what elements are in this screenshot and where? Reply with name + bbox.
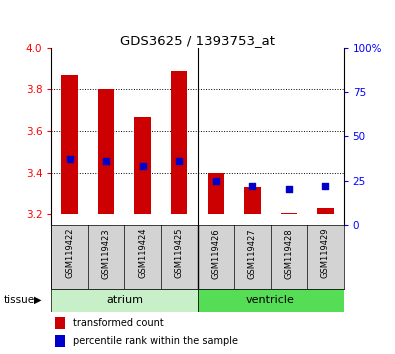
Text: transformed count: transformed count: [73, 318, 164, 328]
Text: GSM119422: GSM119422: [65, 228, 74, 279]
Text: GSM119427: GSM119427: [248, 228, 257, 279]
Point: [249, 183, 256, 189]
Point: [322, 183, 329, 189]
Bar: [171, 71, 188, 215]
Text: GSM119426: GSM119426: [211, 228, 220, 279]
Point: [139, 164, 146, 169]
Point: [176, 158, 182, 164]
Bar: [134, 116, 151, 215]
Bar: [61, 75, 78, 215]
Point: [286, 187, 292, 192]
Text: percentile rank within the sample: percentile rank within the sample: [73, 336, 238, 346]
Bar: [244, 187, 261, 215]
Bar: [317, 208, 334, 215]
Text: GSM119423: GSM119423: [102, 228, 111, 279]
Text: GSM119428: GSM119428: [284, 228, 293, 279]
Text: GSM119429: GSM119429: [321, 228, 330, 279]
Bar: [198, 289, 344, 312]
Text: tissue: tissue: [4, 295, 35, 305]
Bar: [98, 90, 115, 215]
Bar: [55, 335, 65, 347]
Bar: [51, 289, 198, 312]
Text: ventricle: ventricle: [246, 295, 295, 305]
Text: GSM119425: GSM119425: [175, 228, 184, 279]
Point: [66, 156, 73, 162]
Title: GDS3625 / 1393753_at: GDS3625 / 1393753_at: [120, 34, 275, 47]
Bar: [207, 173, 224, 215]
Text: GSM119424: GSM119424: [138, 228, 147, 279]
Point: [213, 178, 219, 183]
Text: ▶: ▶: [34, 295, 41, 305]
Bar: [280, 213, 297, 215]
Text: atrium: atrium: [106, 295, 143, 305]
Point: [103, 158, 109, 164]
Bar: [55, 317, 65, 329]
